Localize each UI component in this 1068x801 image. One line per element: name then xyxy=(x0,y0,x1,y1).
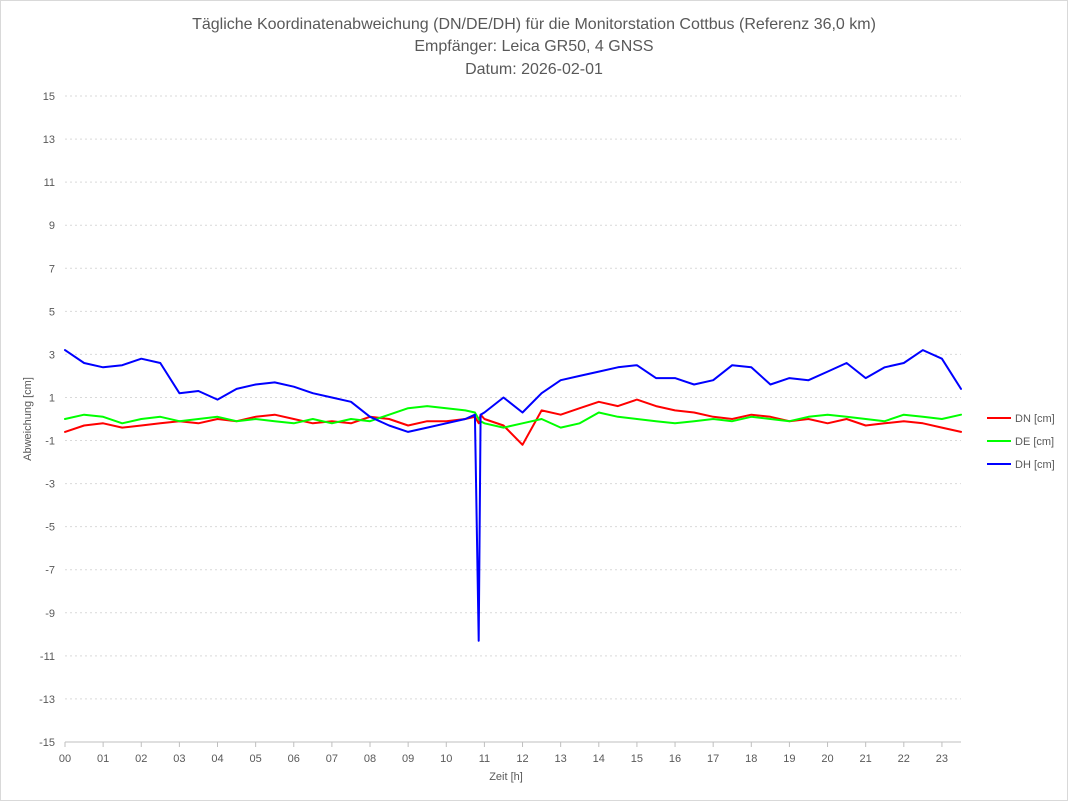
x-tick-label: 08 xyxy=(364,753,376,765)
x-tick-label: 04 xyxy=(211,753,223,765)
x-tick-label: 13 xyxy=(555,753,567,765)
y-tick-label: 9 xyxy=(49,220,55,232)
axes: 15 13 11 9 7 5 3 1 -1 -3 -5 -7 -9 -11 -13 -15 00 01 02 03 04… xyxy=(39,91,961,765)
x-tick-label: 15 xyxy=(631,753,643,765)
x-tick-label: 20 xyxy=(821,753,833,765)
y-tick-label: -7 xyxy=(45,565,55,577)
y-tick-label: 3 xyxy=(49,349,55,361)
y-tick-label: -13 xyxy=(39,694,55,706)
x-tick-label: 21 xyxy=(860,753,872,765)
x-tick-label: 03 xyxy=(173,753,185,765)
x-tick-label: 12 xyxy=(516,753,528,765)
y-tick-label: 15 xyxy=(43,91,55,103)
y-tick-label: 7 xyxy=(49,263,55,275)
chart-subtitle-receiver: Empfänger: Leica GR50, 4 GNSS xyxy=(414,38,653,55)
chart-subtitle-date: Datum: 2026-02-01 xyxy=(465,61,603,78)
y-tick-label: 13 xyxy=(43,134,55,146)
legend-label: DN [cm] xyxy=(1015,413,1055,425)
chart-title-line-1: Tägliche Koordinatenabweichung (DN/DE/DH… xyxy=(192,16,876,33)
series-lines xyxy=(64,349,962,642)
x-tick-label: 02 xyxy=(135,753,147,765)
x-tick-label: 07 xyxy=(326,753,338,765)
chart-title: Tägliche Koordinatenabweichung (DN/DE/DH… xyxy=(192,16,876,78)
x-tick-label: 16 xyxy=(669,753,681,765)
series-line-dn xyxy=(64,398,962,446)
y-tick-label: -3 xyxy=(45,479,55,491)
x-tick-label: 22 xyxy=(898,753,910,765)
x-tick-label: 19 xyxy=(783,753,795,765)
x-axis-title: Zeit [h] xyxy=(489,771,523,783)
y-tick-label: 1 xyxy=(49,392,55,404)
y-tick-label: -9 xyxy=(45,608,55,620)
x-tick-label: 10 xyxy=(440,753,452,765)
x-tick-label: 11 xyxy=(479,753,490,765)
legend-label: DH [cm] xyxy=(1015,459,1055,471)
x-tick-label: 14 xyxy=(593,753,605,765)
y-tick-label: -1 xyxy=(45,436,55,448)
x-tick-label: 23 xyxy=(936,753,948,765)
x-tick-label: 06 xyxy=(288,753,300,765)
y-tick-label: 11 xyxy=(44,177,55,189)
x-tick-label: 18 xyxy=(745,753,757,765)
x-tick-label: 09 xyxy=(402,753,414,765)
gridlines xyxy=(65,95,961,700)
x-tick-label: 17 xyxy=(707,753,719,765)
legend-label: DE [cm] xyxy=(1015,436,1054,448)
legend: DN [cm] DE [cm] DH [cm] xyxy=(987,413,1055,471)
y-tick-label: 5 xyxy=(49,306,55,318)
y-tick-label: -15 xyxy=(39,737,55,749)
x-tick-label: 01 xyxy=(97,753,109,765)
series-line-de xyxy=(64,405,962,429)
x-tick-label: 00 xyxy=(59,753,71,765)
y-axis-title: Abweichung [cm] xyxy=(22,377,34,461)
x-tick-label: 05 xyxy=(250,753,262,765)
series-line-dh xyxy=(64,349,962,642)
y-tick-label: -11 xyxy=(40,651,55,663)
y-tick-label: -5 xyxy=(45,522,55,534)
